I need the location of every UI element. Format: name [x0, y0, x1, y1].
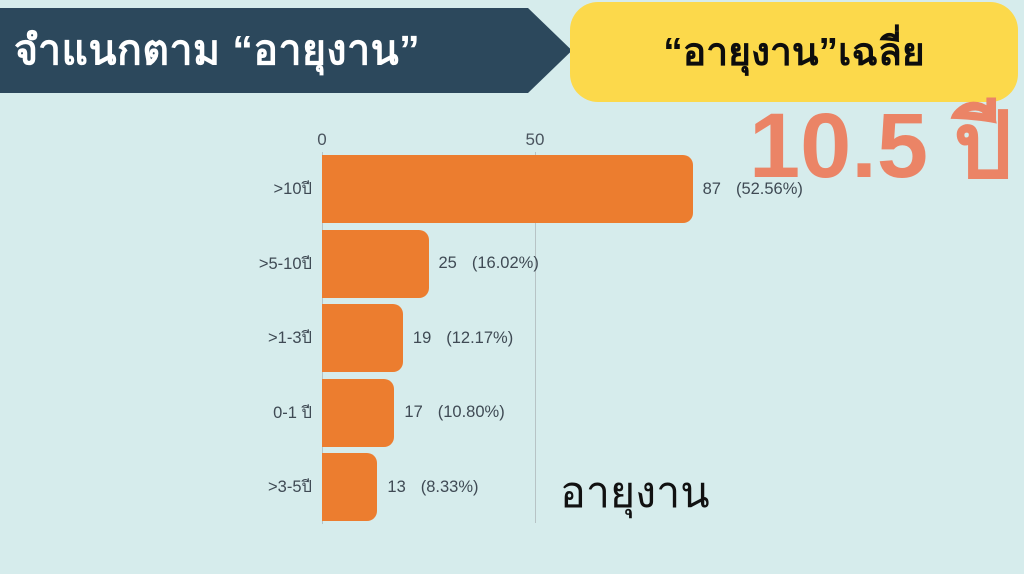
bar-value: 13	[387, 477, 406, 496]
x-axis-title: อายุงาน	[560, 469, 710, 517]
x-tick-50: 50	[525, 130, 545, 149]
bar-value: 25	[438, 254, 457, 273]
bar	[322, 155, 693, 224]
bar-value: 19	[412, 328, 432, 347]
bar-category-label: >5-10ปี	[258, 254, 312, 273]
bar	[322, 378, 395, 447]
bar-row: >10ปี 87 (52.56%)	[192, 152, 1018, 227]
bar-percent: (52.56%)	[735, 179, 803, 198]
avg-label: “อายุงาน”เฉลี่ย	[663, 31, 925, 74]
bar-row: >5-10ปี 25 (16.02%)	[192, 227, 1018, 302]
bar-percent: (12.17%)	[446, 328, 514, 347]
avg-label-box: “อายุงาน”เฉลี่ย	[570, 2, 1018, 102]
title-banner: จำแนกตาม “อายุงาน”	[0, 8, 572, 93]
bar-value-label: 17 (10.80%)	[404, 403, 504, 422]
bar-value: 17	[404, 403, 423, 422]
bar-category-label: 0-1 ปี	[273, 403, 312, 422]
page-title: จำแนกตาม “อายุงาน”	[14, 27, 421, 73]
bar-value-label: 25 (16.02%)	[439, 254, 539, 273]
bar-category-label: >1-3ปี	[268, 329, 312, 348]
bar-row: >3-5ปี 13 (8.33%)	[192, 450, 1018, 525]
x-tick-0: 0	[317, 130, 327, 149]
bar-percent: (8.33%)	[420, 477, 479, 496]
bar-value-label: 13 (8.33%)	[387, 478, 478, 497]
bar-row: >1-3ปี 19 (12.17%)	[192, 301, 1018, 376]
bar	[322, 229, 429, 298]
bar-value-label: 87 (52.56%)	[703, 180, 803, 199]
bar-percent: (16.02%)	[471, 254, 539, 273]
bar-row: 0-1 ปี 17 (10.80%)	[192, 376, 1018, 451]
gridline-50	[535, 152, 536, 523]
bar	[322, 453, 378, 522]
bar-value-label: 19 (12.17%)	[413, 329, 513, 348]
bar	[322, 304, 403, 373]
bar-value: 87	[702, 179, 721, 198]
avg-value: 10.5 ปี	[748, 95, 1012, 197]
bar-rows: >10ปี 87 (52.56%) >5-10ปี 25 (16.02%) >1…	[192, 152, 1018, 525]
bar-category-label: >10ปี	[273, 180, 312, 199]
bar-percent: (10.80%)	[437, 403, 505, 422]
bar-category-label: >3-5ปี	[268, 478, 312, 497]
